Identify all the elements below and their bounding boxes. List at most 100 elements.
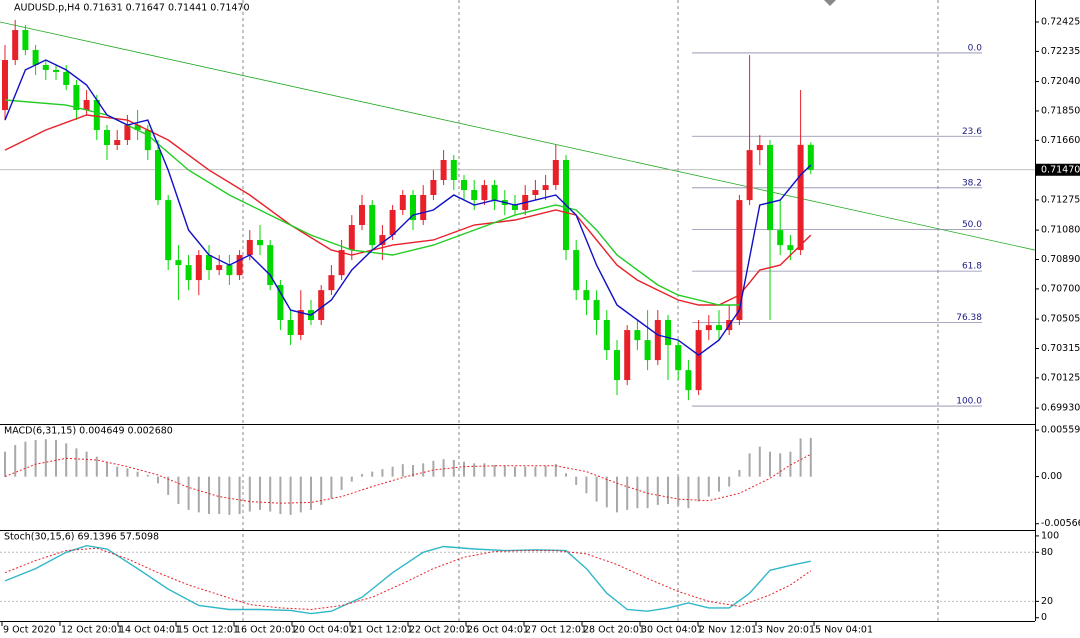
stoch-line [4,547,812,611]
candle-body [665,320,671,346]
macd-bar [44,439,47,477]
moving-average [4,114,812,306]
candle-body [583,290,590,301]
candle-body [185,265,192,281]
fib-label: 23.6 [962,127,982,137]
candle-body [481,185,488,201]
y-tick-label: 0.69930 [1041,403,1080,414]
x-tick-label: 15 Oct 12:01 [177,625,239,636]
macd-bar [626,476,629,510]
candle-body [359,205,365,225]
candle-body [399,194,406,210]
macd-bar [503,465,506,477]
stoch-line [4,544,811,615]
frames [0,0,1036,622]
x-tick-label: 26 Oct 04:01 [467,625,529,636]
macd-bar [187,476,190,510]
candle-body [155,150,161,201]
candle-body [777,230,784,246]
last-price-box [1036,163,1080,176]
macd-bar [779,453,782,477]
candle-body [471,190,478,201]
y-tick-label: 0 [1041,612,1047,623]
candle-body [756,144,763,151]
candle-body [338,250,345,276]
macd-bar [473,463,476,477]
candle-body [63,71,70,85]
candle-body [175,260,182,266]
candle-body [369,205,376,246]
macd-bar [24,441,27,477]
macd-bar [310,476,312,510]
y-tick-label: 0.72040 [1041,76,1080,87]
macd-bar [799,438,802,477]
y-tick-label: 0.70700 [1041,283,1080,294]
candle-body [736,200,743,321]
candle-body [450,160,457,180]
macd-bar [401,464,404,477]
candle-body [716,325,722,331]
candle-body [12,30,19,61]
macd-bar [299,476,302,513]
candle-body [797,144,804,251]
panel-title: Stoch(30,15,6) 69.1396 57.5098 [4,532,159,543]
x-tick-label: 22 Oct 20:01 [409,625,471,636]
macd-bar [646,476,649,509]
y-tick-label: 0.70890 [1041,254,1080,265]
y-tick-label: 0.72425 [1041,16,1080,27]
macd-bar [544,465,547,477]
candle-body [22,30,29,50]
candle-body [93,99,100,130]
candle-body [297,310,304,336]
candle-body [2,60,8,111]
y-tick-label: 0.00 [1041,471,1062,482]
macd-bar [565,473,567,477]
macd-bar [524,466,527,477]
macd-bar [412,464,414,477]
candle-body [73,84,80,111]
candle-body [53,69,59,72]
candle-body [654,320,661,361]
candle-body [267,245,274,286]
candle-body [236,255,243,276]
y-tick-label: 80 [1041,547,1053,558]
candle-body [32,49,39,65]
macd-bar [330,476,333,499]
macd-bar [136,471,139,477]
macd-bar [769,451,771,477]
moving-average [4,59,812,356]
macd-bar [391,466,394,477]
y-tick-label: 0.71850 [1041,105,1080,116]
x-tick-label: 2 Nov 12:01 [699,625,757,636]
candle-body [83,99,90,111]
macd-bar [728,476,731,487]
candle-body [512,205,518,210]
y-tick-label: 100 [1041,530,1059,541]
macd-bar [809,437,812,477]
x-tick-label: 21 Oct 12:01 [351,625,413,636]
candle-body [144,129,151,151]
x-tick-label: 5 Nov 04:01 [815,625,873,636]
macd-bar [514,466,516,477]
macd-bar [106,462,108,477]
macd-bar [167,476,170,495]
macd-bar [534,466,537,477]
candle-body [491,185,498,201]
candle-body [318,290,325,321]
macd-bar [616,476,618,513]
macd-bar [157,476,159,484]
x-tick-label: 9 Oct 2020 [3,625,56,636]
macd-bar [259,476,261,510]
candle-body [216,265,223,271]
candle-body [552,160,559,186]
candle-body [532,190,539,195]
macd-bar [238,476,241,515]
fib-label: 50.0 [962,220,982,230]
candle-body [389,209,396,236]
candle-body [614,350,620,381]
candle-body [328,275,335,291]
candle-body [746,150,753,201]
macd-bar [697,476,700,502]
